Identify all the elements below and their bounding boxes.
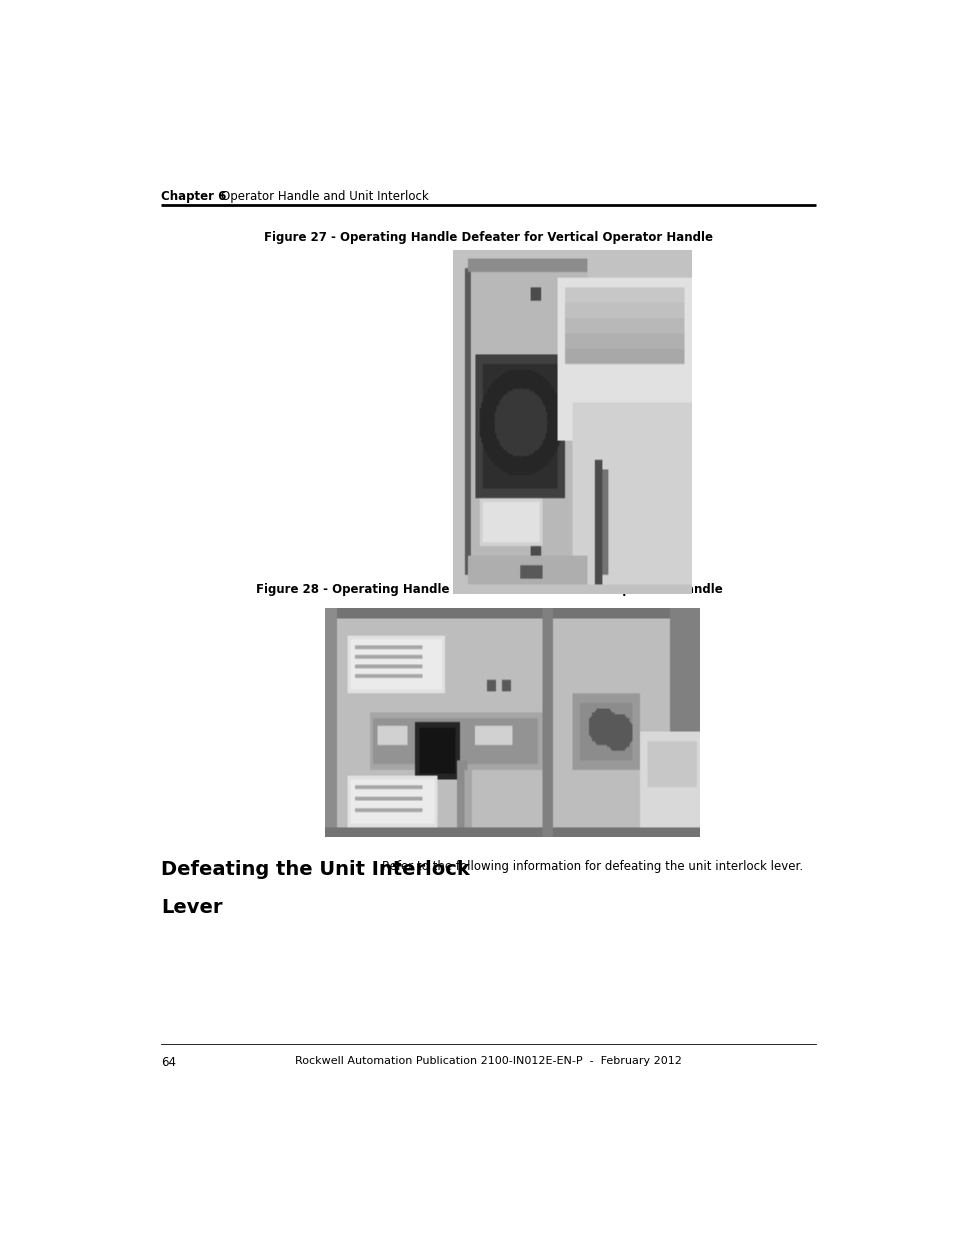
Text: Figure 28 - Operating Handle Defeater for Horizontal Operator Handle: Figure 28 - Operating Handle Defeater fo… bbox=[255, 583, 721, 595]
Text: Operator Handle and Unit Interlock: Operator Handle and Unit Interlock bbox=[206, 190, 428, 203]
Text: Refer to the following information for defeating the unit interlock lever.: Refer to the following information for d… bbox=[381, 860, 802, 872]
Text: 64: 64 bbox=[161, 1056, 176, 1070]
Text: Figure 27 - Operating Handle Defeater for Vertical Operator Handle: Figure 27 - Operating Handle Defeater fo… bbox=[264, 231, 713, 245]
Text: Lever: Lever bbox=[161, 898, 223, 916]
Text: Defeating the Unit Interlock: Defeating the Unit Interlock bbox=[161, 860, 470, 878]
Text: Rockwell Automation Publication 2100-IN012E-EN-P  -  February 2012: Rockwell Automation Publication 2100-IN0… bbox=[295, 1056, 681, 1066]
Text: Chapter 6: Chapter 6 bbox=[161, 190, 227, 203]
